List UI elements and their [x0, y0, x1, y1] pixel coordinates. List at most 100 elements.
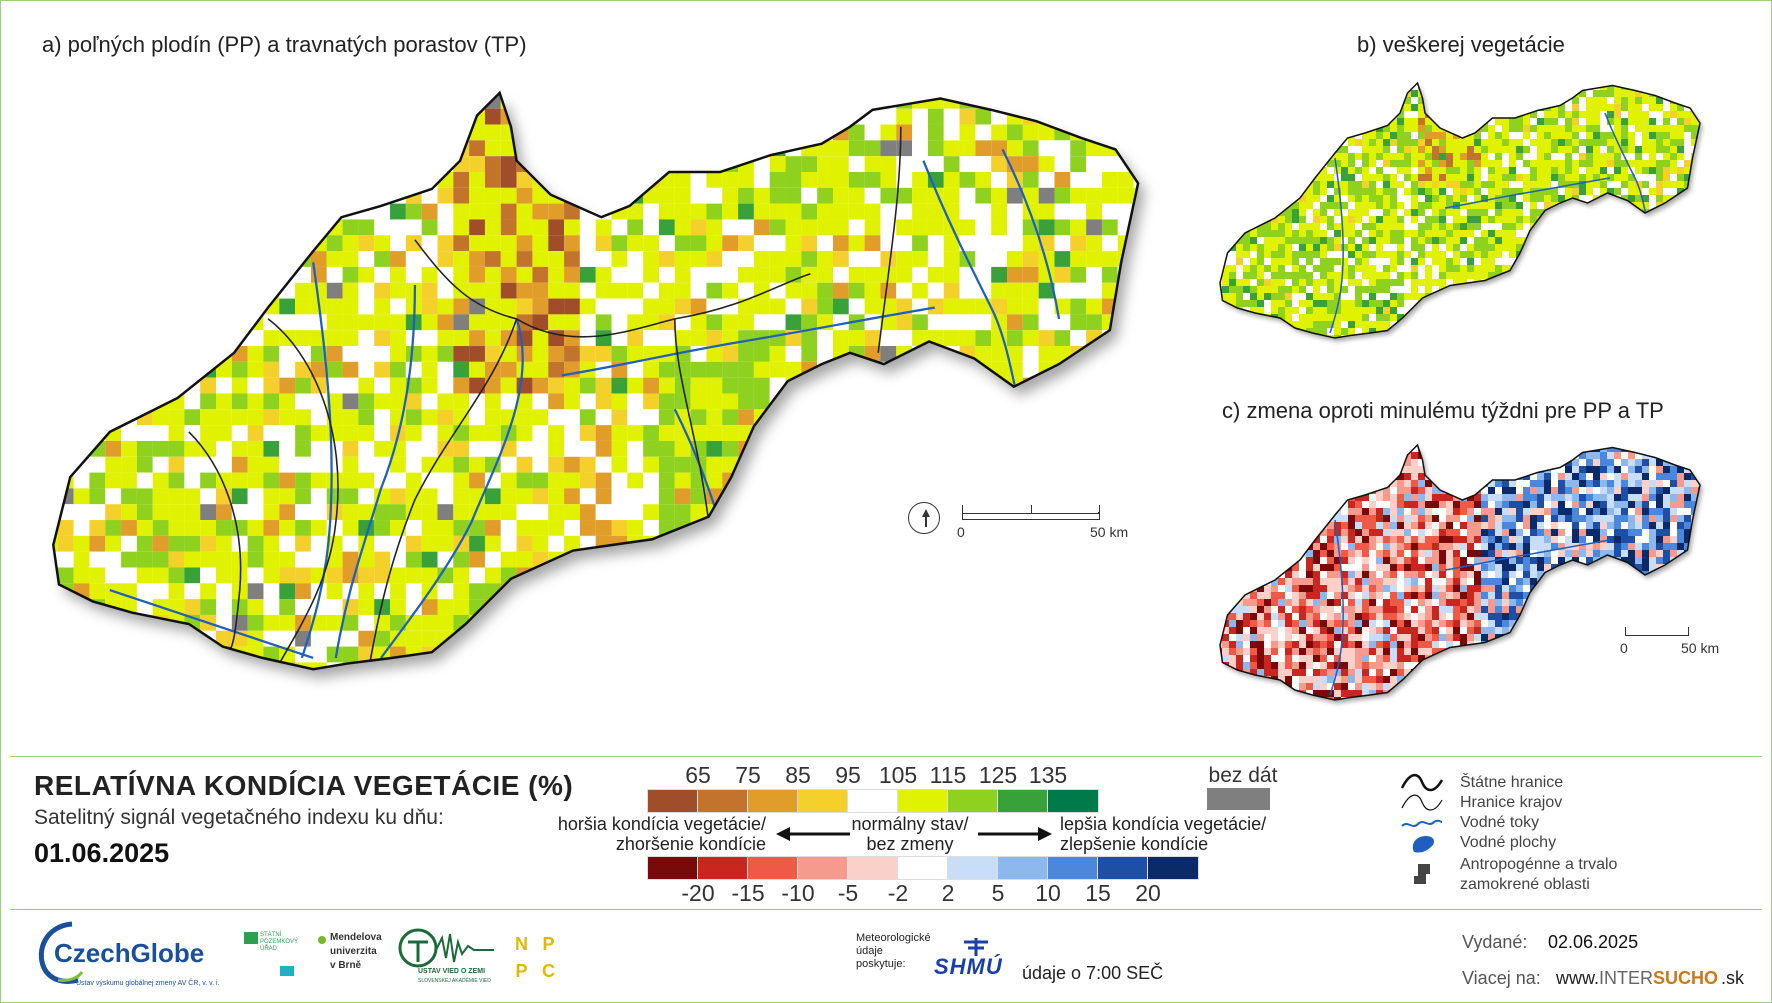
- map-cell: [1586, 272, 1593, 279]
- map-cell: [1635, 153, 1642, 160]
- map-cell: [390, 535, 406, 552]
- map-cell: [1488, 258, 1495, 265]
- map-cell: [374, 535, 391, 552]
- map-cell: [548, 504, 565, 521]
- map-cell: [1022, 535, 1039, 552]
- map-cell: [1390, 167, 1397, 174]
- map-cell: [469, 646, 485, 663]
- map-cell: [1607, 97, 1614, 104]
- map-cell: [1404, 125, 1411, 132]
- map-cell: [1474, 216, 1481, 223]
- map-cell: [975, 346, 992, 362]
- map-cell: [1607, 286, 1614, 293]
- map-cell: [627, 298, 644, 315]
- map-cell: [1621, 251, 1628, 258]
- map-cell: [516, 235, 533, 252]
- map-cell: [1101, 456, 1118, 473]
- map-cell: [1271, 223, 1278, 230]
- map-cell: [121, 535, 137, 552]
- map-cell: [1460, 223, 1467, 230]
- map-cell: [437, 346, 454, 362]
- map-cell: [1551, 146, 1558, 153]
- map-cell: [184, 520, 201, 536]
- map-cell: [738, 235, 754, 252]
- map-cell: [1544, 125, 1551, 132]
- map-cell: [627, 583, 644, 600]
- map-cell: [1070, 472, 1087, 489]
- map-cell: [295, 567, 311, 584]
- map-cell: [817, 678, 833, 694]
- map-cell: [1516, 90, 1523, 97]
- map-cell: [1656, 258, 1663, 265]
- map-cell: [1101, 235, 1118, 252]
- map-cell: [1243, 188, 1250, 195]
- map-cell: [1642, 83, 1649, 90]
- map-cell: [374, 599, 391, 615]
- map-cell: [184, 694, 200, 708]
- map-cell: [1565, 216, 1572, 223]
- map-cell: [1558, 272, 1565, 279]
- map-cell: [864, 330, 881, 347]
- map-cell: [580, 678, 596, 694]
- map-cell: [1390, 83, 1397, 90]
- map-cell: [532, 266, 549, 283]
- map-cell: [1453, 153, 1460, 160]
- map-cell: [216, 282, 232, 299]
- map-cell: [1376, 272, 1383, 279]
- map-cell: [1467, 230, 1474, 237]
- map-cell: [912, 630, 928, 647]
- map-cell: [532, 346, 549, 362]
- map-cell: [500, 551, 517, 568]
- map-cell: [1362, 230, 1369, 237]
- map-cell: [358, 393, 375, 410]
- map-cell: [1250, 279, 1257, 286]
- map-cell: [73, 409, 90, 426]
- map-cell: [880, 678, 896, 694]
- map-cell: [1022, 361, 1039, 378]
- map-cell: [753, 108, 770, 125]
- map-cell: [611, 219, 628, 236]
- map-cell: [1257, 160, 1264, 167]
- map-cell: [1446, 216, 1453, 223]
- map-cell: [42, 678, 58, 694]
- map-cell: [1250, 195, 1257, 202]
- map-cell: [738, 92, 754, 109]
- map-cell: [1698, 83, 1700, 90]
- map-cell: [469, 330, 485, 347]
- map-cell: [912, 330, 928, 347]
- map-cell: [627, 599, 644, 615]
- map-cell: [469, 298, 485, 315]
- map-cell: [216, 694, 232, 708]
- map-cell: [991, 583, 1008, 600]
- map-cell: [57, 156, 74, 172]
- map-cell: [121, 551, 137, 568]
- map-cell: [1320, 97, 1327, 104]
- map-cell: [295, 472, 311, 489]
- map-cell: [1404, 265, 1411, 272]
- map-cell: [674, 298, 691, 315]
- map-cell: [1586, 104, 1593, 111]
- map-cell: [342, 330, 359, 347]
- map-cell: [89, 298, 106, 315]
- map-cell: [310, 630, 327, 647]
- map-cell: [231, 614, 248, 631]
- map-cell: [1446, 139, 1453, 146]
- map-cell: [1341, 118, 1348, 125]
- map-cell: [1086, 678, 1102, 694]
- map-cell: [896, 108, 913, 125]
- map-cell: [1537, 230, 1544, 237]
- map-cell: [1118, 694, 1134, 708]
- map-cell: [1306, 118, 1313, 125]
- map-cell: [310, 219, 327, 236]
- map-cell: [1656, 146, 1663, 153]
- map-cell: [247, 583, 264, 600]
- map-cell: [1278, 202, 1285, 209]
- map-cell: [1070, 361, 1087, 378]
- map-cell: [1467, 118, 1474, 125]
- map-cell: [1551, 195, 1558, 202]
- map-cell: [1439, 104, 1446, 111]
- map-cell: [1481, 286, 1488, 293]
- map-cell: [674, 504, 691, 521]
- map-cell: [785, 282, 802, 299]
- map-cell: [453, 346, 470, 362]
